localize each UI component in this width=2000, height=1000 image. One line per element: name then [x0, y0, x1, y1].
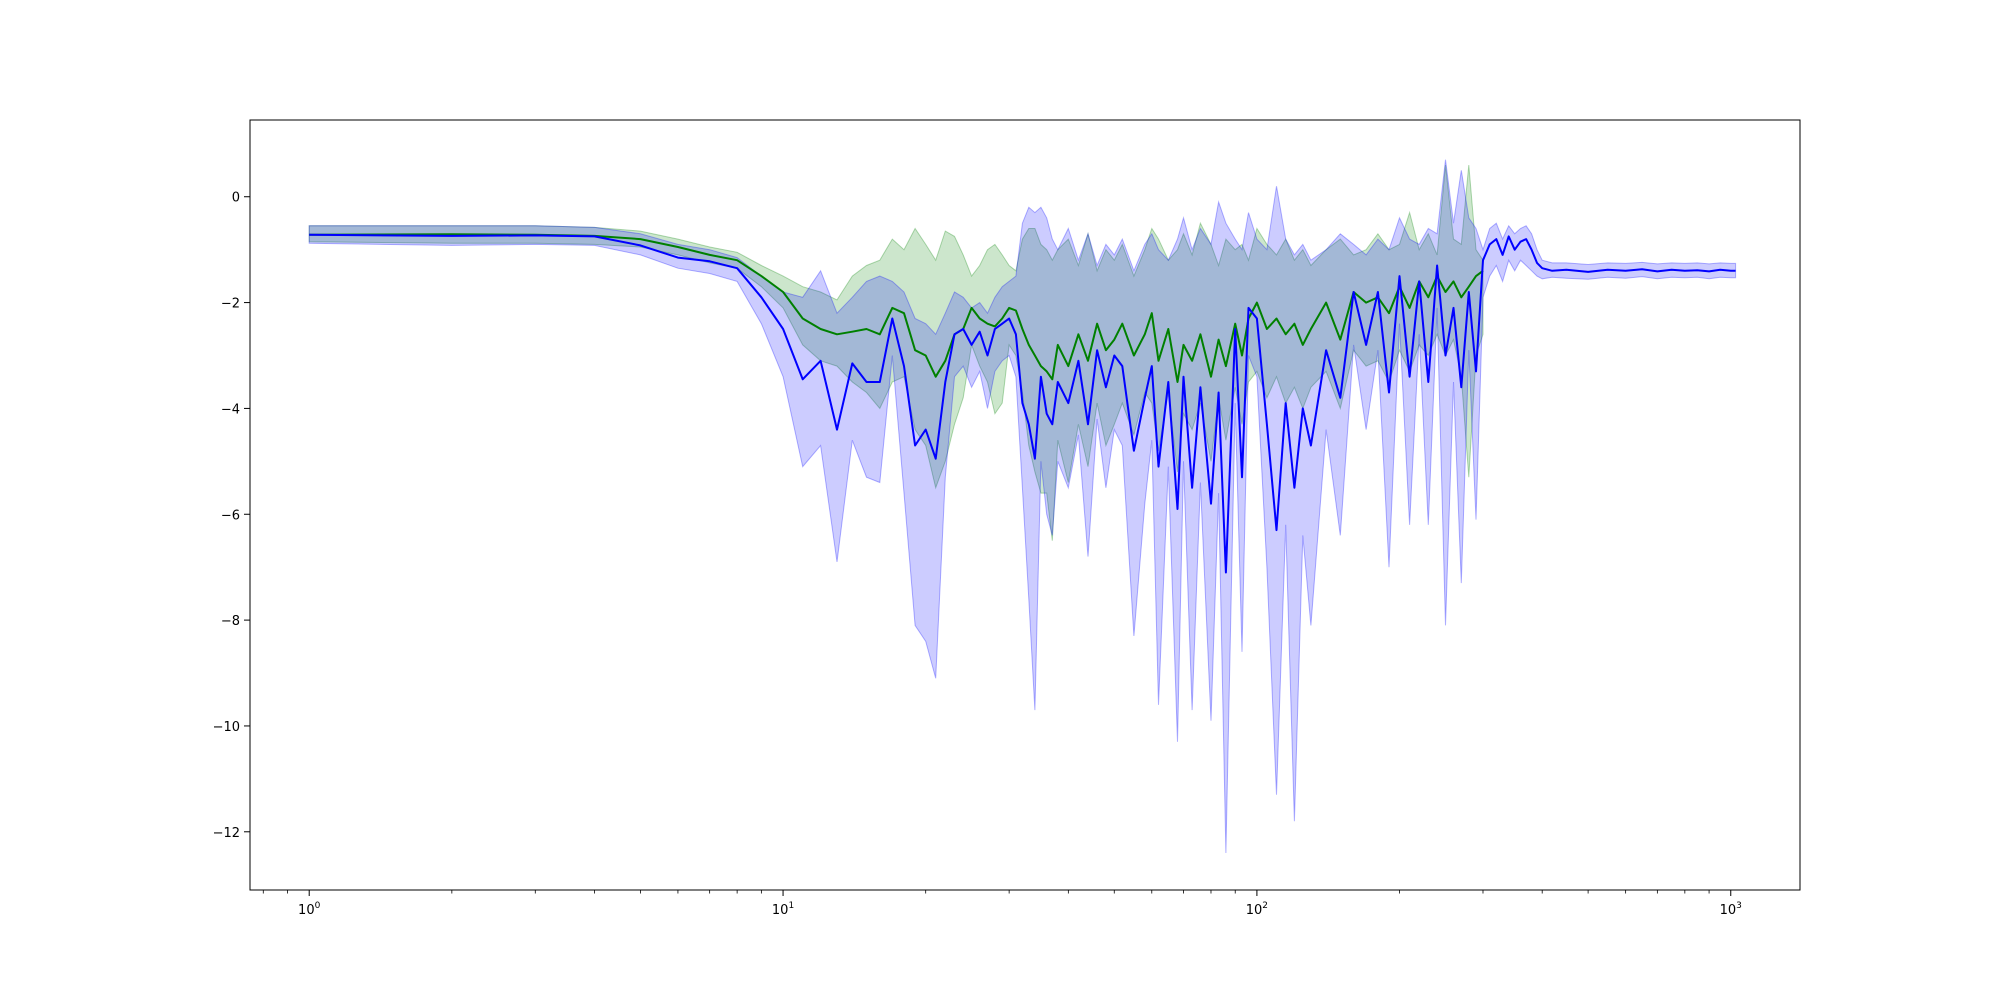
y-tick-label: −8 [221, 614, 240, 629]
series-lines [309, 233, 1736, 574]
x-tick-label: 103 [1720, 901, 1742, 918]
x-axis: 100 101 102 103 [262, 890, 1742, 918]
x-tick-label: 102 [1246, 901, 1268, 918]
y-tick-label: −12 [213, 826, 240, 841]
x-tick-label: 100 [298, 901, 321, 918]
series-2-line [309, 233, 1736, 574]
series-1-line [309, 233, 1484, 383]
y-tick-label: −10 [213, 720, 240, 735]
y-tick-label: −2 [221, 297, 240, 312]
y-tick-label: −4 [221, 402, 240, 417]
confidence-bands [308, 159, 1737, 854]
y-axis: 0 −2 −4 −6 −8 −10 −12 [213, 191, 250, 841]
series-2-band [308, 159, 1737, 854]
series-1-band [308, 164, 1484, 541]
y-tick-label: 0 [232, 191, 240, 206]
y-tick-label: −6 [221, 508, 240, 523]
plot-frame [249, 119, 1801, 891]
x-tick-label: 101 [772, 901, 794, 918]
